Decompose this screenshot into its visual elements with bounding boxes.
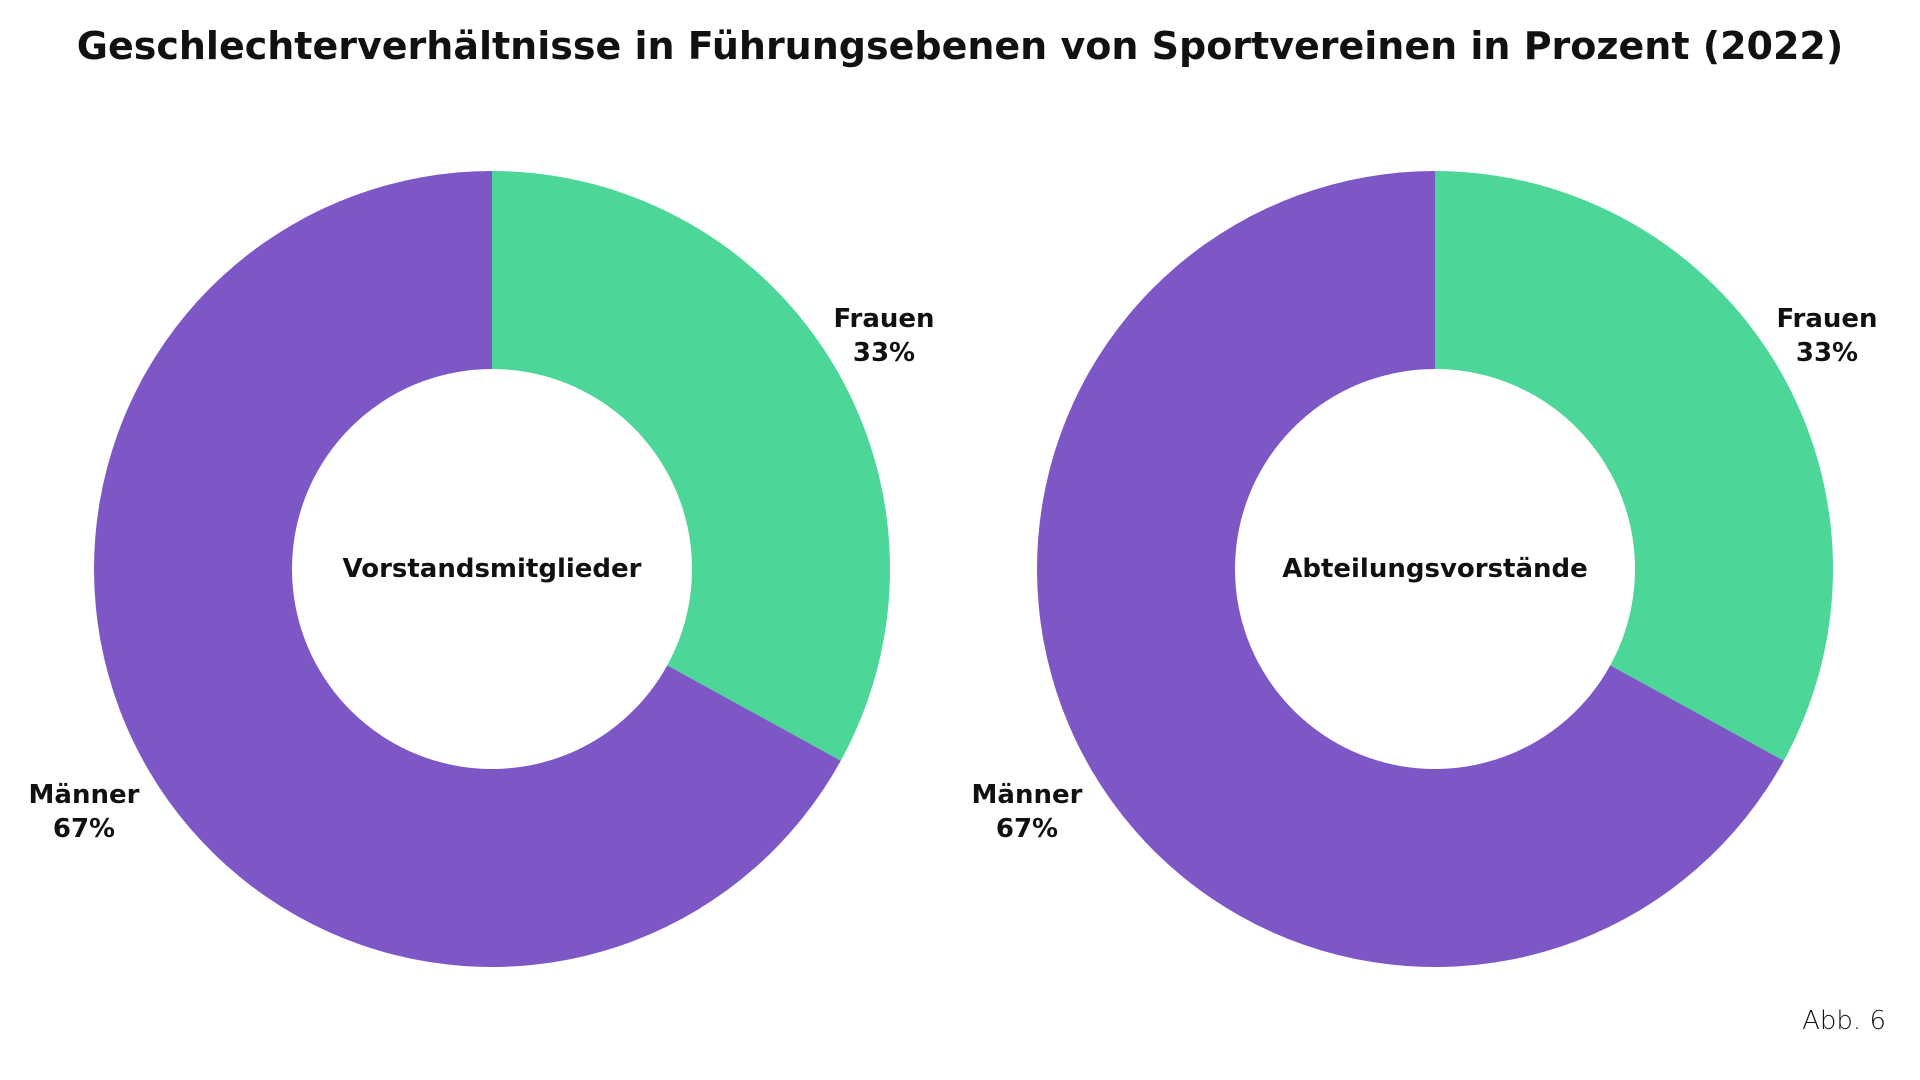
slice-value: 67% [995, 814, 1059, 844]
chart-title: Geschlechterverhältnisse in Führungseben… [76, 24, 1844, 68]
slice-name: Frauen [1776, 304, 1878, 334]
slice-label-frauen-2: Frauen 33% [1776, 302, 1877, 370]
center-label-2: Abteilungsvorstände [1282, 554, 1588, 584]
slice-label-frauen-1: Frauen 33% [833, 302, 934, 370]
slice-value: 33% [1795, 338, 1859, 368]
slice-name: Männer [28, 780, 140, 810]
slice-value: 67% [52, 814, 116, 844]
donut-slice-1-maenner [94, 170, 841, 967]
slice-label-maenner-2: Männer 67% [972, 778, 1083, 846]
slice-name: Frauen [833, 304, 935, 334]
center-label-1: Vorstandsmitglieder [342, 554, 642, 584]
slice-value: 33% [852, 338, 916, 368]
slice-label-maenner-1: Männer 67% [29, 778, 140, 846]
figure-note: Abb. 6 [1802, 1006, 1886, 1036]
slice-name: Männer [971, 780, 1083, 810]
donut-slice-1-frauen [492, 171, 891, 761]
donut-slice-2-frauen [1435, 171, 1833, 761]
donut-slice-2-maenner [1036, 171, 1784, 967]
